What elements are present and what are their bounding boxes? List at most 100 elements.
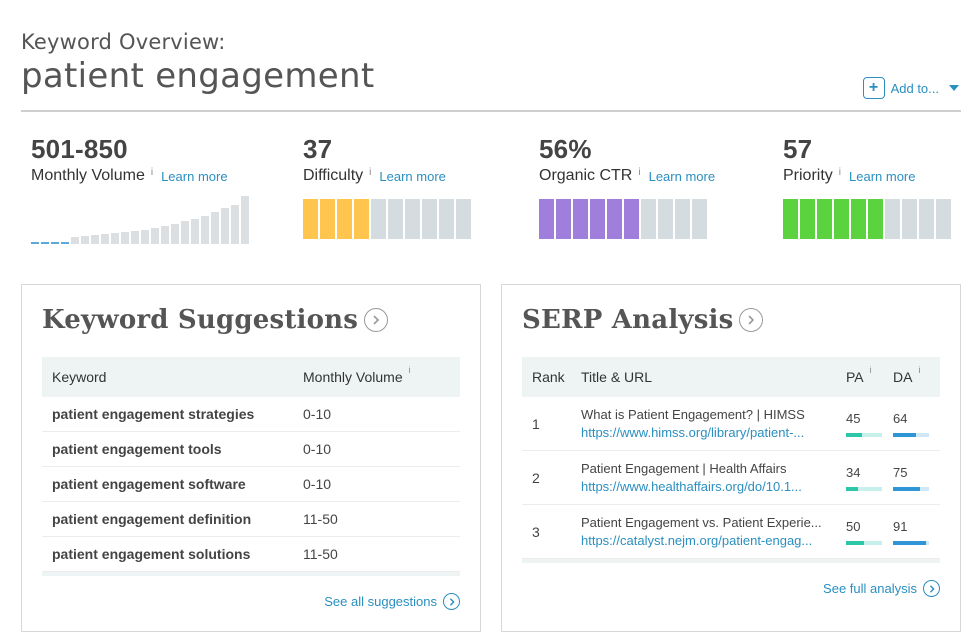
metric-label: Priority [783, 167, 833, 184]
serp-table: Rank Title & URL PA i DA i 1 What is Pat… [522, 357, 940, 563]
learn-more-link[interactable]: Learn more [648, 169, 716, 184]
volume-trend-bar [91, 235, 99, 244]
serp-title: Patient Engagement vs. Patient Experie..… [581, 515, 822, 530]
volume-trend-bar [61, 242, 69, 244]
table-row[interactable]: patient engagement strategies 0-10 [42, 397, 460, 432]
score-segment-filled [851, 199, 866, 239]
see-all-suggestions-link[interactable]: See all suggestions [324, 593, 460, 610]
table-row[interactable]: patient engagement definition 11-50 [42, 502, 460, 537]
score-segment-filled [800, 199, 815, 239]
score-segment-empty [439, 199, 454, 239]
serp-da-value: 75 [893, 464, 908, 480]
column-header-volume[interactable]: Monthly Volume i [303, 365, 411, 385]
table-row: 3 Patient Engagement vs. Patient Experie… [522, 505, 940, 559]
suggestion-keyword: patient engagement definition [52, 511, 252, 527]
add-to-label: Add to... [890, 80, 939, 96]
table-footer-strip [522, 559, 940, 563]
column-header-pa[interactable]: PA i [846, 365, 893, 385]
score-segment-filled [834, 199, 849, 239]
volume-trend-bar [171, 224, 179, 244]
volume-trend-bar [141, 230, 149, 244]
da-bar-fill [893, 540, 926, 545]
plus-icon: + [862, 77, 885, 99]
caret-down-icon [949, 85, 959, 91]
volume-trend-bar [41, 242, 49, 244]
card-title: SERP Analysis [522, 305, 734, 335]
learn-more-link[interactable]: Learn more [379, 169, 446, 184]
score-segment-filled [590, 199, 605, 239]
serp-pa-value: 45 [846, 410, 861, 426]
see-all-suggestions-label: See all suggestions [324, 594, 437, 609]
table-row[interactable]: patient engagement tools 0-10 [42, 432, 460, 467]
table-header: Keyword Monthly Volume i [42, 357, 460, 397]
score-segment-filled [556, 199, 571, 239]
column-header-da[interactable]: DA i [893, 365, 940, 385]
card-title: Keyword Suggestions [42, 305, 359, 335]
pa-bar-fill [846, 540, 864, 545]
column-header-title-url[interactable]: Title & URL [581, 369, 653, 385]
table-header: Rank Title & URL PA i DA i [522, 357, 940, 397]
score-segment-filled [539, 199, 554, 239]
table-row: 1 What is Patient Engagement? | HIMSS ht… [522, 397, 940, 451]
score-segment-empty [641, 199, 656, 239]
suggestion-volume: 11-50 [303, 546, 338, 562]
da-bar [893, 486, 929, 491]
score-segment-empty [456, 199, 471, 239]
score-segment-filled [303, 199, 318, 239]
info-icon[interactable]: i [369, 167, 372, 178]
info-icon[interactable]: i [918, 365, 921, 375]
volume-trend-bar [131, 231, 139, 244]
volume-trend-bar [121, 232, 129, 244]
score-segment-filled [573, 199, 588, 239]
score-segment-filled [607, 199, 622, 239]
serp-da-value: 64 [893, 410, 908, 426]
see-full-analysis-label: See full analysis [823, 581, 917, 596]
serp-url-link[interactable]: https://catalyst.nejm.org/patient-engag.… [581, 533, 813, 548]
chevron-right-circle-icon[interactable] [739, 308, 764, 332]
learn-more-link[interactable]: Learn more [849, 169, 916, 184]
keyword-suggestions-card: Keyword Suggestions Keyword Monthly Volu… [21, 284, 481, 632]
learn-more-link[interactable]: Learn more [161, 169, 228, 184]
info-icon[interactable]: i [638, 167, 641, 178]
difficulty-score-bar [303, 199, 471, 239]
serp-rank: 1 [532, 415, 540, 432]
score-segment-empty [692, 199, 707, 239]
score-segment-filled [624, 199, 639, 239]
page-pretitle: Keyword Overview: [21, 30, 226, 54]
metric-value: 56% [539, 134, 592, 164]
score-segment-empty [388, 199, 403, 239]
metric-monthly-volume: 501-850 Monthly Volume i Learn more [31, 134, 228, 185]
volume-trend-bar [81, 236, 89, 244]
column-header-keyword[interactable]: Keyword [52, 369, 107, 385]
pa-bar [846, 486, 882, 491]
suggestion-keyword: patient engagement solutions [52, 546, 251, 562]
volume-trend-bar [51, 242, 59, 244]
info-icon[interactable]: i [869, 365, 872, 375]
serp-url-link[interactable]: https://www.himss.org/library/patient-..… [581, 425, 805, 440]
monthly-volume-trend-chart [31, 194, 249, 244]
info-icon[interactable]: i [150, 167, 154, 178]
table-row[interactable]: patient engagement software 0-10 [42, 467, 460, 502]
metric-label: Monthly Volume [31, 167, 145, 184]
table-row: 2 Patient Engagement | Health Affairs ht… [522, 451, 940, 505]
info-icon[interactable]: i [838, 167, 842, 178]
info-icon[interactable]: i [408, 365, 411, 375]
column-header-volume-label: Monthly Volume [303, 369, 403, 385]
page-header: Keyword Overview: patient engagement + A… [21, 30, 961, 112]
da-bar [893, 540, 929, 545]
card-title-row: Keyword Suggestions [42, 305, 389, 335]
metric-value: 57 [783, 134, 813, 164]
see-full-analysis-link[interactable]: See full analysis [823, 580, 940, 597]
score-segment-filled [354, 199, 369, 239]
pa-bar-fill [846, 486, 859, 491]
serp-url-link[interactable]: https://www.healthaffairs.org/do/10.1... [581, 479, 802, 494]
chevron-right-circle-icon[interactable] [364, 308, 389, 332]
score-segment-empty [919, 199, 934, 239]
suggestion-volume: 11-50 [303, 511, 338, 527]
metric-value: 37 [303, 134, 333, 164]
keyword-suggestions-table: Keyword Monthly Volume i patient engagem… [42, 357, 460, 576]
column-header-rank[interactable]: Rank [532, 369, 565, 385]
priority-score-bar [783, 199, 951, 239]
add-to-button[interactable]: + Add to... [862, 77, 959, 99]
table-row[interactable]: patient engagement solutions 11-50 [42, 537, 460, 572]
